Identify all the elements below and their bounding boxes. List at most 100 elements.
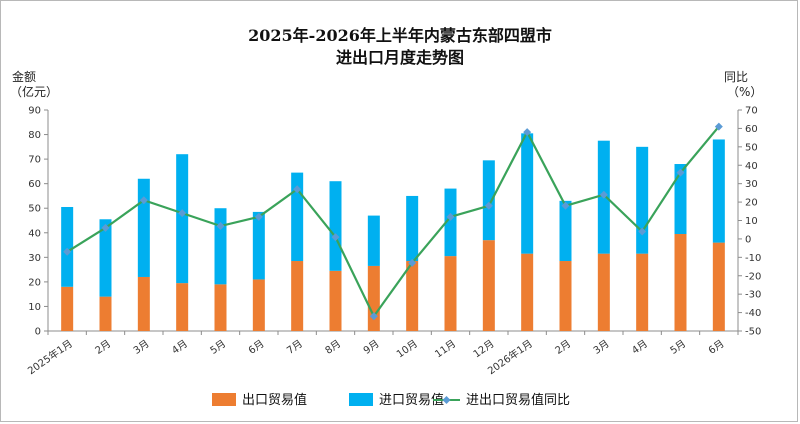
legend-swatch-yoy-marker (442, 396, 451, 404)
right-tick-label: 70 (745, 106, 758, 117)
legend-swatch-export (212, 393, 236, 406)
x-category-label: 3月 (591, 338, 611, 357)
legend-label-yoy: 进出口贸易值同比 (466, 392, 570, 408)
left-tick-label: 20 (28, 277, 41, 288)
yoy-point (408, 258, 417, 267)
x-category-label: 3月 (131, 338, 151, 357)
x-category-label: 2月 (93, 338, 113, 357)
yoy-point (484, 201, 493, 210)
import-bar (444, 188, 457, 257)
left-axis-unit: （亿元） (10, 85, 59, 99)
import-bar (214, 208, 227, 285)
x-category-label: 12月 (471, 338, 497, 361)
yoy-line (66, 125, 720, 319)
export-bar (482, 240, 495, 331)
left-tick-label: 50 (28, 204, 41, 215)
export-bar (406, 261, 419, 331)
export-bar (291, 261, 304, 331)
x-category-label: 8月 (323, 338, 343, 357)
right-tick-label: -20 (745, 271, 761, 282)
left-tick-label: 40 (28, 228, 41, 239)
import-bar (99, 219, 112, 297)
chart-title-line2: 进出口月度走势图 (335, 48, 464, 67)
import-bar (137, 178, 150, 277)
yoy-point (63, 247, 72, 256)
export-bar (214, 284, 227, 331)
export-bar (252, 279, 265, 331)
x-category-label: 7月 (285, 338, 305, 357)
x-category-label: 11月 (433, 338, 459, 361)
x-category-label: 4月 (170, 338, 190, 357)
right-tick-label: 0 (745, 234, 751, 245)
x-category-label: 6月 (246, 338, 266, 357)
right-axis-unit: （%） (727, 85, 763, 99)
right-tick-label: 10 (745, 216, 758, 227)
left-tick-label: 60 (28, 179, 41, 190)
left-axis-label: 金额 (12, 70, 37, 84)
right-tick-label: -40 (745, 308, 761, 319)
import-bar (559, 200, 572, 262)
right-tick-label: 50 (745, 142, 758, 153)
x-category-label: 4月 (630, 338, 650, 357)
export-bar (367, 265, 380, 331)
export-bar (99, 296, 112, 331)
yoy-point (293, 185, 302, 194)
import-bar (291, 172, 304, 262)
left-tick-label: 90 (28, 106, 41, 117)
left-tick-label: 0 (35, 327, 41, 338)
yoy-point (676, 168, 685, 177)
right-tick-label: 30 (745, 179, 758, 190)
yoy-point (101, 223, 110, 232)
export-bar (597, 253, 610, 331)
left-tick-label: 30 (28, 253, 41, 264)
legend-label-import: 进口贸易值 (379, 392, 444, 408)
x-category-label: 10月 (394, 338, 420, 361)
x-category-label: 9月 (361, 338, 381, 357)
export-bar (176, 283, 189, 331)
legend-label-export: 出口贸易值 (242, 392, 307, 408)
left-tick-label: 10 (28, 302, 41, 313)
export-bar (636, 253, 649, 331)
right-tick-label: 40 (745, 161, 758, 172)
x-category-label: 5月 (668, 338, 688, 357)
import-bar (176, 154, 189, 284)
legend-swatch-import (349, 393, 373, 406)
yoy-point (446, 212, 455, 221)
chart-title-line1: 2025年-2026年上半年内蒙古东部四盟市 (248, 26, 552, 45)
yoy-point (714, 122, 723, 131)
right-tick-label: -50 (745, 327, 761, 338)
export-bar (712, 242, 725, 331)
import-bar (482, 160, 495, 241)
export-bar (559, 261, 572, 331)
yoy-point (599, 190, 608, 199)
import-bar (329, 181, 342, 271)
import-bar (252, 211, 265, 280)
right-axis-label: 同比 (724, 70, 749, 84)
import-bar (406, 195, 419, 262)
export-bar (674, 234, 687, 331)
yoy-point (369, 312, 378, 321)
export-bar (61, 286, 74, 331)
x-category-label: 5月 (208, 338, 228, 357)
yoy-point (331, 233, 340, 242)
yoy-point (638, 227, 647, 236)
import-bar (636, 146, 649, 254)
yoy-point (523, 128, 532, 137)
right-tick-label: 20 (745, 198, 758, 209)
export-bar (444, 256, 457, 331)
x-category-label: 2025年1月 (25, 337, 75, 377)
right-tick-label: 60 (745, 124, 758, 135)
import-bar (61, 206, 74, 287)
import-bar (674, 164, 687, 235)
export-bar (137, 276, 150, 331)
import-bar (521, 133, 534, 254)
yoy-point (254, 212, 263, 221)
import-bar (712, 139, 725, 243)
right-tick-label: -30 (745, 290, 761, 301)
yoy-point (139, 196, 148, 205)
yoy-point (178, 209, 187, 218)
left-tick-label: 70 (28, 155, 41, 166)
import-bar (367, 215, 380, 266)
x-category-label: 6月 (706, 338, 726, 357)
